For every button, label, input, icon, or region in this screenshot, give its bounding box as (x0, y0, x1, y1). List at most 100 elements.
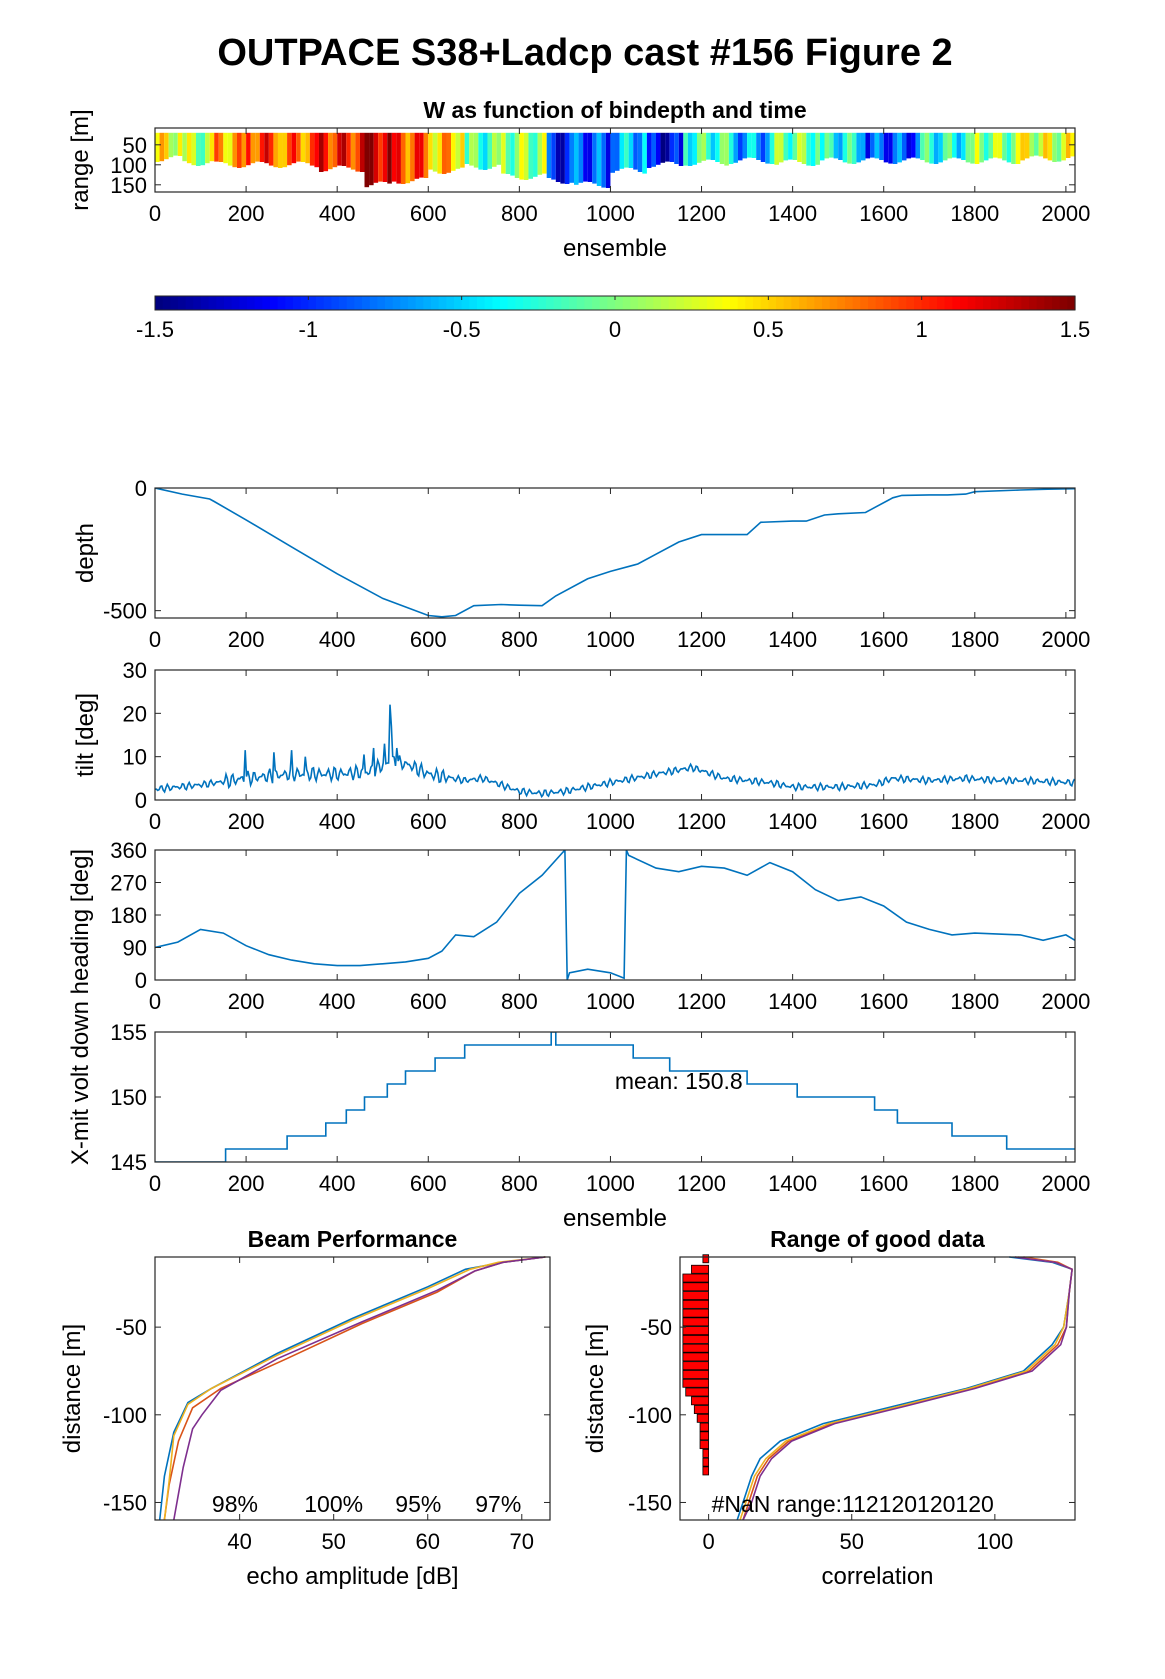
heatmap-cell (551, 132, 556, 180)
colorbar-segment (668, 296, 677, 310)
heatmap-cell (888, 132, 893, 164)
heatmap-cell (291, 132, 297, 164)
y-tick-label: 0 (135, 476, 147, 501)
colorbar-segment (1036, 296, 1045, 310)
colorbar-segment (806, 296, 815, 310)
x-tick-label: 600 (410, 989, 447, 1014)
heatmap-cell (441, 132, 447, 174)
colorbar-segment (875, 296, 884, 310)
series-lines (158, 1256, 546, 1521)
colorbar-tick-label: 0 (609, 317, 621, 342)
x-tick-label: 1200 (677, 809, 726, 834)
colorbar-segment (737, 296, 746, 310)
heatmap-cell (1020, 132, 1025, 161)
colorbar-segment (691, 296, 700, 310)
series-lines (155, 704, 1075, 799)
heatmap-cell (218, 132, 224, 162)
x-tick-label: 400 (319, 627, 356, 652)
heatmap-cell (1024, 132, 1030, 159)
heatmap-cell (1056, 132, 1062, 162)
nan-bar (682, 1361, 710, 1371)
colorbar-segment (415, 296, 424, 310)
heatmap-cell (728, 132, 734, 164)
heatmap-cell (911, 132, 916, 158)
heatmap-cell (1029, 132, 1035, 157)
heatmap-cell (792, 132, 798, 160)
heatmap-cell (200, 132, 206, 166)
heatmap-cell (182, 132, 187, 162)
colorbar-segment (707, 296, 716, 310)
colorbar-segment (254, 296, 263, 310)
heatmap-cell (378, 132, 383, 182)
heatmap-cell (1061, 132, 1066, 161)
x-tick-label: 200 (228, 809, 265, 834)
heatmap-cell (496, 132, 502, 165)
heatmap-cell (264, 132, 269, 164)
colorbar-segment (1067, 296, 1076, 310)
x-axis-label: ensemble (563, 1205, 667, 1232)
y-tick-label: 100 (110, 153, 147, 178)
y-tick-label: 20 (123, 701, 147, 726)
x-tick-label: 1000 (586, 989, 635, 1014)
colorbar-segment (239, 296, 248, 310)
axes-frame (154, 487, 1076, 619)
x-tick-label: 200 (228, 1171, 265, 1196)
x-tick-label: 200 (228, 201, 265, 226)
x-tick-label: 1600 (859, 201, 908, 226)
colorbar-segment (270, 296, 279, 310)
axes-frame (154, 127, 1076, 193)
y-tick-label: 10 (123, 745, 147, 770)
heatmap-cell (564, 132, 570, 184)
heatmap-cell (464, 132, 470, 164)
heatmap-cell (528, 132, 534, 179)
colorbar-segment (584, 296, 593, 310)
colorbar-segment (990, 296, 999, 310)
heatmap-cell (337, 132, 342, 166)
heatmap-cell (856, 132, 861, 163)
colorbar-segment (799, 296, 808, 310)
nan-bar (691, 1264, 710, 1274)
colorbar-segment (423, 296, 432, 310)
y-tick-label: 90 (123, 936, 147, 961)
series-lines (155, 850, 1075, 980)
colorbar-segment (937, 296, 946, 310)
colorbar-segment (722, 296, 731, 310)
colorbar-segment (492, 296, 501, 310)
colorbar-segment (569, 296, 578, 310)
heatmap-cell (437, 132, 442, 174)
heatmap-cell (209, 132, 215, 162)
heatmap-cell (155, 132, 160, 162)
heatmap-cell (487, 132, 493, 169)
heatmap-cell (195, 132, 201, 166)
heatmap-cell (191, 132, 196, 166)
colorbar-segment (193, 296, 202, 310)
x-tick-label: 60 (415, 1529, 439, 1554)
heatmap-cell (355, 132, 360, 172)
colorbar-segment (316, 296, 325, 310)
colorbar-segment (891, 296, 900, 310)
colorbar-segment (960, 296, 969, 310)
heatmap-cell (268, 132, 274, 166)
colorbar-segment (400, 296, 409, 310)
colorbar-segment (293, 296, 302, 310)
colorbar-segment (216, 296, 225, 310)
heatmap-cell (942, 132, 948, 161)
heatmap-cell (696, 132, 702, 163)
heatmap-cell (601, 132, 606, 188)
heatmap-cell (569, 132, 575, 183)
colorbar-segment (484, 296, 493, 310)
y-axis-label: tilt [deg] (72, 693, 99, 777)
heatmap-cell (674, 132, 679, 164)
heatmap-cell (510, 132, 515, 176)
colorbar-segment (768, 296, 777, 310)
x-tick-label: 600 (410, 1171, 447, 1196)
heatmap-cell (214, 132, 219, 162)
x-axis-label: echo amplitude [dB] (246, 1563, 458, 1590)
heatmap-cell (952, 132, 957, 158)
colorbar-segment (653, 296, 662, 310)
colorbar-segment (975, 296, 984, 310)
heatmap-cell (651, 132, 656, 167)
series-lines (155, 1032, 1075, 1162)
heatmap-cell (223, 132, 228, 164)
heatmap-cell (533, 132, 538, 177)
